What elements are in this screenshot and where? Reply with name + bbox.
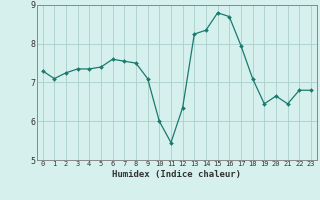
X-axis label: Humidex (Indice chaleur): Humidex (Indice chaleur) (112, 170, 241, 179)
